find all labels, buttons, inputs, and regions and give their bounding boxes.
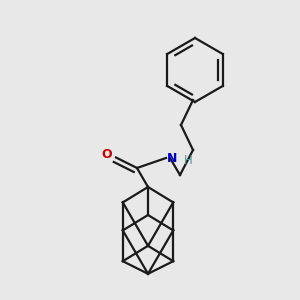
Text: N: N: [167, 152, 177, 164]
Text: O: O: [102, 148, 112, 161]
Text: H: H: [184, 154, 192, 166]
